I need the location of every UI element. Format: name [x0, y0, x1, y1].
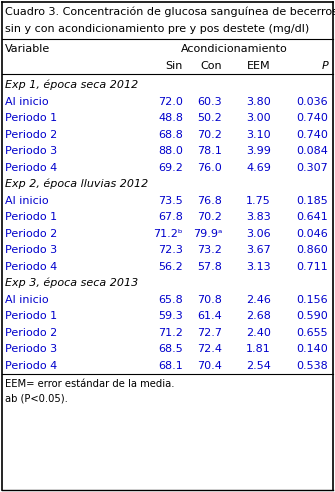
Text: 72.3: 72.3: [158, 245, 183, 255]
Text: 70.2: 70.2: [197, 212, 222, 222]
Text: 56.2: 56.2: [158, 262, 183, 272]
Text: 0.140: 0.140: [296, 344, 328, 354]
Text: Periodo 4: Periodo 4: [5, 361, 57, 370]
Text: 0.711: 0.711: [296, 262, 328, 272]
Text: 2.46: 2.46: [246, 295, 271, 305]
Text: 67.8: 67.8: [158, 212, 183, 222]
Text: 0.307: 0.307: [296, 162, 328, 173]
Text: Periodo 2: Periodo 2: [5, 229, 57, 239]
Text: 68.1: 68.1: [158, 361, 183, 370]
Text: 68.5: 68.5: [158, 344, 183, 354]
Text: EEM: EEM: [247, 61, 271, 70]
Text: 0.860: 0.860: [296, 245, 328, 255]
Text: Periodo 2: Periodo 2: [5, 328, 57, 338]
Text: 0.740: 0.740: [296, 113, 328, 123]
Text: 61.4: 61.4: [197, 311, 222, 321]
Text: 72.4: 72.4: [197, 344, 222, 354]
Text: 3.83: 3.83: [246, 212, 271, 222]
Text: 3.80: 3.80: [246, 96, 271, 107]
Text: 0.641: 0.641: [296, 212, 328, 222]
Text: 2.68: 2.68: [246, 311, 271, 321]
Text: Periodo 3: Periodo 3: [5, 146, 57, 156]
Text: Acondicionamiento: Acondicionamiento: [181, 44, 287, 54]
Text: 1.81: 1.81: [246, 344, 271, 354]
Text: 0.590: 0.590: [296, 311, 328, 321]
Text: Periodo 1: Periodo 1: [5, 113, 57, 123]
Text: 70.8: 70.8: [197, 295, 222, 305]
Text: Exp 1, época seca 2012: Exp 1, época seca 2012: [5, 80, 138, 91]
Text: 48.8: 48.8: [158, 113, 183, 123]
Text: 1.75: 1.75: [246, 196, 271, 206]
Text: 0.655: 0.655: [296, 328, 328, 338]
Text: 0.156: 0.156: [296, 295, 328, 305]
Text: 0.084: 0.084: [296, 146, 328, 156]
Text: 3.67: 3.67: [246, 245, 271, 255]
Text: P: P: [321, 61, 328, 70]
Text: sin y con acondicionamiento pre y pos destete (mg/dl): sin y con acondicionamiento pre y pos de…: [5, 24, 309, 33]
Text: Variable: Variable: [5, 44, 50, 54]
Text: 73.5: 73.5: [158, 196, 183, 206]
Text: 76.8: 76.8: [197, 196, 222, 206]
Text: 70.4: 70.4: [197, 361, 222, 370]
Text: Periodo 3: Periodo 3: [5, 344, 57, 354]
Text: 88.0: 88.0: [158, 146, 183, 156]
Text: 60.3: 60.3: [197, 96, 222, 107]
Text: 59.3: 59.3: [158, 311, 183, 321]
Text: Con: Con: [200, 61, 222, 70]
Text: 71.2ᵇ: 71.2ᵇ: [153, 229, 183, 239]
Text: 65.8: 65.8: [158, 295, 183, 305]
Text: Periodo 1: Periodo 1: [5, 212, 57, 222]
Text: 76.0: 76.0: [197, 162, 222, 173]
Text: 73.2: 73.2: [197, 245, 222, 255]
Text: 68.8: 68.8: [158, 129, 183, 140]
Text: Periodo 4: Periodo 4: [5, 162, 57, 173]
Text: 0.185: 0.185: [296, 196, 328, 206]
Text: 50.2: 50.2: [197, 113, 222, 123]
Text: Al inicio: Al inicio: [5, 295, 49, 305]
Text: 3.00: 3.00: [246, 113, 271, 123]
Text: 3.13: 3.13: [246, 262, 271, 272]
Text: 79.9ᵃ: 79.9ᵃ: [193, 229, 222, 239]
Text: 0.740: 0.740: [296, 129, 328, 140]
Text: 71.2: 71.2: [158, 328, 183, 338]
Text: Periodo 1: Periodo 1: [5, 311, 57, 321]
Text: ab (P<0.05).: ab (P<0.05).: [5, 393, 68, 403]
Text: Exp 2, época lluvias 2012: Exp 2, época lluvias 2012: [5, 179, 148, 189]
Text: Sin: Sin: [165, 61, 183, 70]
Text: 3.99: 3.99: [246, 146, 271, 156]
Text: 4.69: 4.69: [246, 162, 271, 173]
Text: 3.10: 3.10: [246, 129, 271, 140]
Text: Periodo 3: Periodo 3: [5, 245, 57, 255]
Text: EEM= error estándar de la media.: EEM= error estándar de la media.: [5, 379, 175, 389]
Text: 70.2: 70.2: [197, 129, 222, 140]
Text: Periodo 4: Periodo 4: [5, 262, 57, 272]
Text: Periodo 2: Periodo 2: [5, 129, 57, 140]
Text: 2.54: 2.54: [246, 361, 271, 370]
Text: Cuadro 3. Concentración de glucosa sanguínea de becerros: Cuadro 3. Concentración de glucosa sangu…: [5, 6, 335, 17]
Text: Al inicio: Al inicio: [5, 196, 49, 206]
Text: 0.538: 0.538: [296, 361, 328, 370]
Text: 57.8: 57.8: [197, 262, 222, 272]
Text: 0.036: 0.036: [296, 96, 328, 107]
Text: 0.046: 0.046: [296, 229, 328, 239]
Text: 69.2: 69.2: [158, 162, 183, 173]
Text: 2.40: 2.40: [246, 328, 271, 338]
Text: Al inicio: Al inicio: [5, 96, 49, 107]
Text: Exp 3, época seca 2013: Exp 3, época seca 2013: [5, 278, 138, 288]
Text: 72.0: 72.0: [158, 96, 183, 107]
Text: 3.06: 3.06: [246, 229, 271, 239]
Text: 72.7: 72.7: [197, 328, 222, 338]
Text: 78.1: 78.1: [197, 146, 222, 156]
